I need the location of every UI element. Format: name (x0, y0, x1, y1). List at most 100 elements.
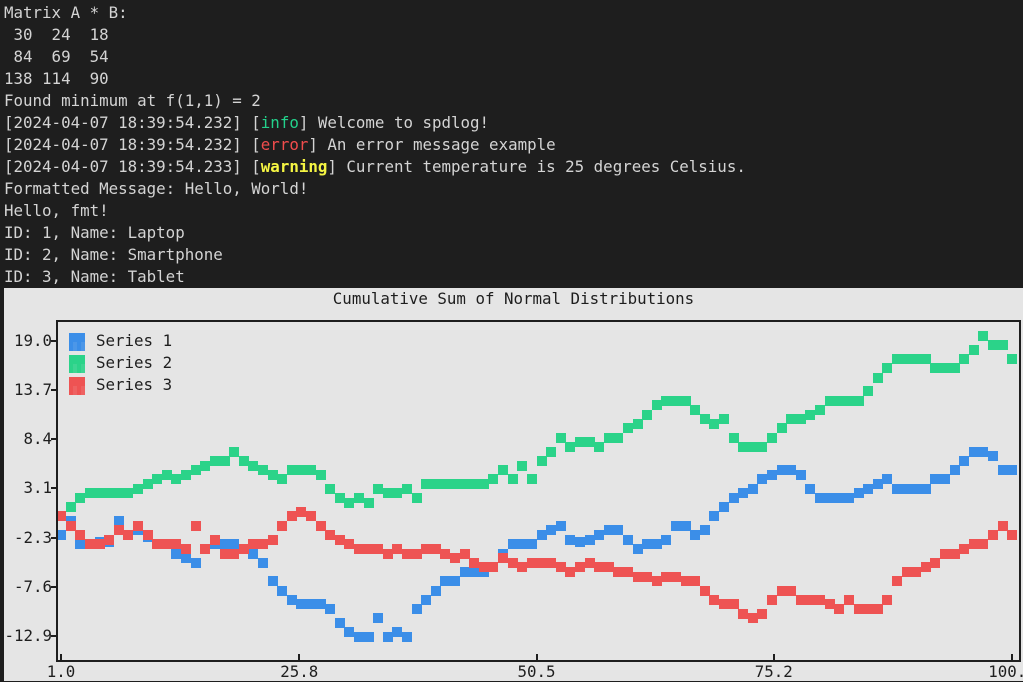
series-3-point (152, 539, 163, 550)
y-tick-mark (51, 585, 58, 588)
y-tick-mark (51, 536, 58, 539)
series-2-point (498, 465, 509, 476)
series-1-point (517, 539, 528, 550)
series-3-point (450, 553, 461, 564)
series-2-point (200, 460, 211, 471)
series-3-point (565, 567, 576, 578)
terminal-line: 138 114 90 (4, 69, 109, 88)
series-1-point (113, 516, 124, 527)
series-3-point (949, 548, 960, 559)
series-2-point (257, 465, 268, 476)
series-3-point (277, 520, 288, 531)
series-1-point (507, 539, 518, 550)
series-1-point (286, 594, 297, 605)
series-3-point (584, 557, 595, 568)
series-3-point (747, 613, 758, 624)
series-3-point (767, 594, 778, 605)
series-3-point (382, 548, 393, 559)
series-2-point (997, 340, 1008, 351)
series-2-point (161, 469, 172, 480)
terminal-line: ID: 3, Name: Tablet (4, 267, 185, 286)
series-1-point (469, 567, 480, 578)
series-3-point (286, 511, 297, 522)
series-2-point (181, 469, 192, 480)
series-3-point (219, 548, 230, 559)
series-1-point (767, 469, 778, 480)
series-2-point (373, 483, 384, 494)
log-level-error: error (260, 135, 309, 154)
series-3-point (968, 539, 979, 550)
series-2-point (517, 460, 528, 471)
series-3-point (325, 529, 336, 540)
series-3-point (757, 608, 768, 619)
series-1-point (930, 474, 941, 485)
y-tick-label: 3.1 (23, 477, 52, 497)
series-2-point (382, 488, 393, 499)
series-1-point (411, 604, 422, 615)
log-message: ] An error message example (308, 135, 556, 154)
series-1-point (872, 479, 883, 490)
terminal-line: 84 69 54 (4, 47, 109, 66)
series-2-point (661, 395, 672, 406)
series-2-point (267, 469, 278, 480)
series-2-point (565, 442, 576, 452)
series-1-point (978, 446, 989, 457)
series-2-point (219, 455, 230, 466)
series-3-point (421, 543, 432, 554)
series-3-point (1007, 529, 1018, 540)
series-1-point (440, 576, 451, 587)
terminal-line: Formatted Message: Hello, World! (4, 179, 309, 198)
series-1-point (430, 585, 441, 596)
series-1-point (834, 492, 845, 503)
series-3-point (632, 571, 643, 582)
series-3-point (978, 539, 989, 550)
series-2-point (190, 465, 201, 476)
series-2-point (113, 488, 124, 499)
y-tick-mark (51, 388, 58, 391)
x-tick-mark (1011, 654, 1013, 660)
legend-label: Series 3 (96, 375, 173, 394)
series-3-point (200, 543, 211, 554)
series-1-point (584, 534, 595, 545)
terminal-line: ID: 1, Name: Laptop (4, 223, 185, 242)
plot-area (58, 322, 1019, 660)
series-1-point (171, 548, 182, 559)
series-3-point (478, 562, 489, 573)
y-tick-mark (51, 339, 58, 342)
series-1-point (699, 525, 710, 536)
series-2-point (440, 479, 451, 490)
series-3-point (853, 604, 864, 615)
series-1-point (546, 525, 557, 536)
series-3-point (440, 548, 451, 559)
plot-window: Cumulative Sum of Normal Distributions 1… (4, 288, 1023, 681)
series-2-point (815, 404, 826, 415)
series-1-point (968, 446, 979, 457)
series-2-point (939, 363, 950, 374)
log-timestamp: [2024-04-07 18:39:54.232] [ (4, 113, 261, 132)
series-1-point (344, 627, 355, 638)
series-2-point (613, 432, 624, 443)
series-3-point (498, 553, 509, 564)
series-3-point (181, 543, 192, 554)
series-3-point (603, 562, 614, 573)
series-3-point (738, 608, 749, 619)
series-3-point (536, 557, 547, 568)
terminal-line: Found minimum at f(1,1) = 2 (4, 91, 261, 110)
chart-title: Cumulative Sum of Normal Distributions (332, 289, 695, 308)
series-2-point (469, 479, 480, 490)
series-2-point (709, 418, 720, 429)
series-1-point (622, 534, 633, 545)
series-3-point (824, 599, 835, 610)
series-2-point (65, 502, 76, 513)
series-2-point (85, 488, 95, 499)
series-1-point (267, 576, 278, 587)
series-2-point (728, 432, 739, 443)
series-3-point (334, 534, 345, 545)
legend-item: Series 3 (68, 374, 268, 396)
series-3-point (75, 529, 86, 540)
x-tick-label: 50.5 (517, 662, 556, 681)
series-1-point (190, 557, 201, 568)
series-2-point (795, 414, 806, 425)
terminal-line: [2024-04-07 18:39:54.233] [warning] Curr… (4, 156, 746, 178)
series-1-point (863, 483, 874, 494)
